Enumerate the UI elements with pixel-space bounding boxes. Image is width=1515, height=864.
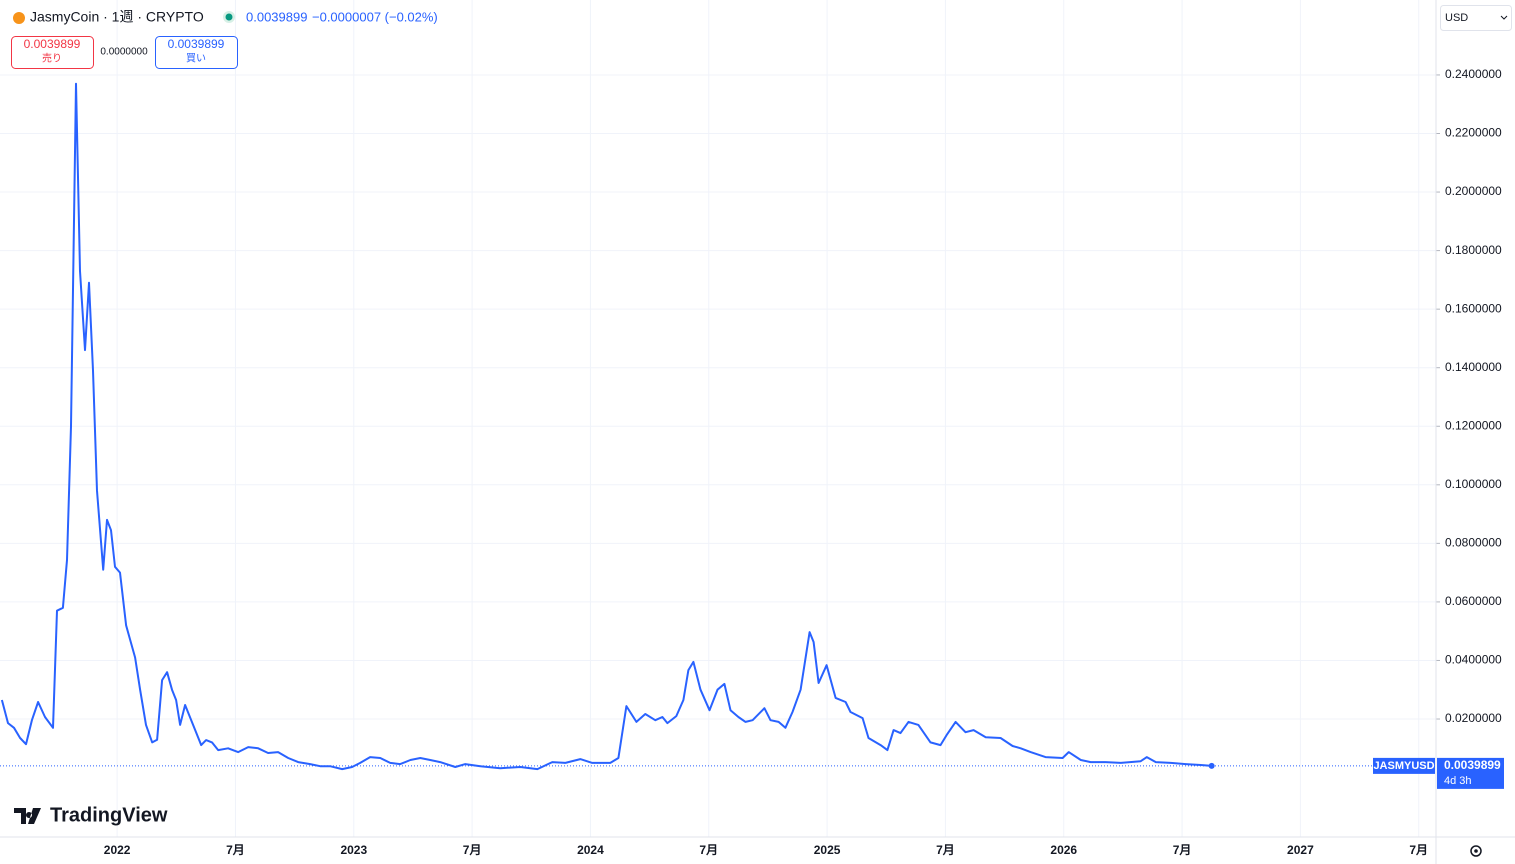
logo: TradingView — [14, 804, 168, 826]
x-tick-label: 7月 — [936, 843, 955, 857]
sell-button[interactable] — [11, 36, 94, 69]
logo-mark — [14, 808, 41, 824]
currency-select[interactable] — [1440, 5, 1512, 31]
x-tick-label: 2025 — [814, 843, 841, 857]
price-line — [0, 82, 1212, 771]
x-tick-label: 7月 — [226, 843, 245, 857]
x-tick-label: 2027 — [1287, 843, 1314, 857]
buy-button[interactable] — [155, 36, 238, 69]
x-tick-label: 7月 — [1409, 843, 1428, 857]
symbol-title: JasmyCoin · 1週 · CRYPTO — [30, 9, 204, 25]
x-tick-label: 7月 — [699, 843, 718, 857]
x-tick-label: 2023 — [340, 843, 367, 857]
x-tick-label: 2026 — [1050, 843, 1077, 857]
plot — [0, 82, 1436, 771]
x-tick-label: 2022 — [104, 843, 131, 857]
settings-icon[interactable] — [1470, 845, 1482, 857]
price-tag-label: 0.0039899 — [1444, 758, 1501, 772]
currency: USD — [1445, 12, 1468, 24]
y-tick-label: 0.2400000 — [1445, 67, 1502, 81]
y-tick-label: 0.0200000 — [1445, 711, 1502, 725]
coin-icon — [13, 12, 25, 24]
buy-label: 買い — [186, 53, 206, 65]
header-change: −0.0000007 (−0.02%) — [312, 9, 438, 24]
last-point — [1208, 762, 1215, 769]
overlay: JasmyCoin · 1週 · CRYPTO 0.0039899 −0.000… — [11, 5, 1512, 857]
symbol-tag-label: JASMYUSD — [1373, 760, 1434, 772]
sell-price: 0.0039899 — [24, 37, 81, 51]
y-tick-label: 0.0400000 — [1445, 653, 1502, 667]
dropdown-arrow — [1500, 15, 1508, 20]
y-tick-label: 0.1800000 — [1445, 243, 1502, 257]
y-tick-label: 0.2200000 — [1445, 126, 1502, 140]
settings-dot — [1474, 849, 1478, 853]
y-tick-label: 0.1600000 — [1445, 301, 1502, 315]
spread: 0.0000000 — [100, 47, 148, 58]
x-tick-label: 2024 — [577, 843, 604, 857]
symbol-tag — [1373, 757, 1435, 774]
countdown: 4d 3h — [1444, 775, 1472, 787]
price-tag — [1437, 757, 1504, 789]
x-tick-label: 7月 — [463, 843, 482, 857]
y-tick-label: 0.1400000 — [1445, 360, 1502, 374]
brand: TradingView — [50, 804, 168, 826]
buy-price: 0.0039899 — [168, 37, 225, 51]
y-tick-label: 0.0600000 — [1445, 594, 1502, 608]
y-tick-label: 0.1200000 — [1445, 418, 1502, 432]
y-tick-label: 0.0800000 — [1445, 536, 1502, 550]
y-tick-label: 0.2000000 — [1445, 184, 1502, 198]
header-price: 0.0039899 — [246, 9, 307, 24]
x-tick-label: 7月 — [1173, 843, 1192, 857]
y-tick-label: 0.1000000 — [1445, 477, 1502, 491]
sell-label: 売り — [42, 52, 62, 65]
market-status — [225, 13, 233, 21]
